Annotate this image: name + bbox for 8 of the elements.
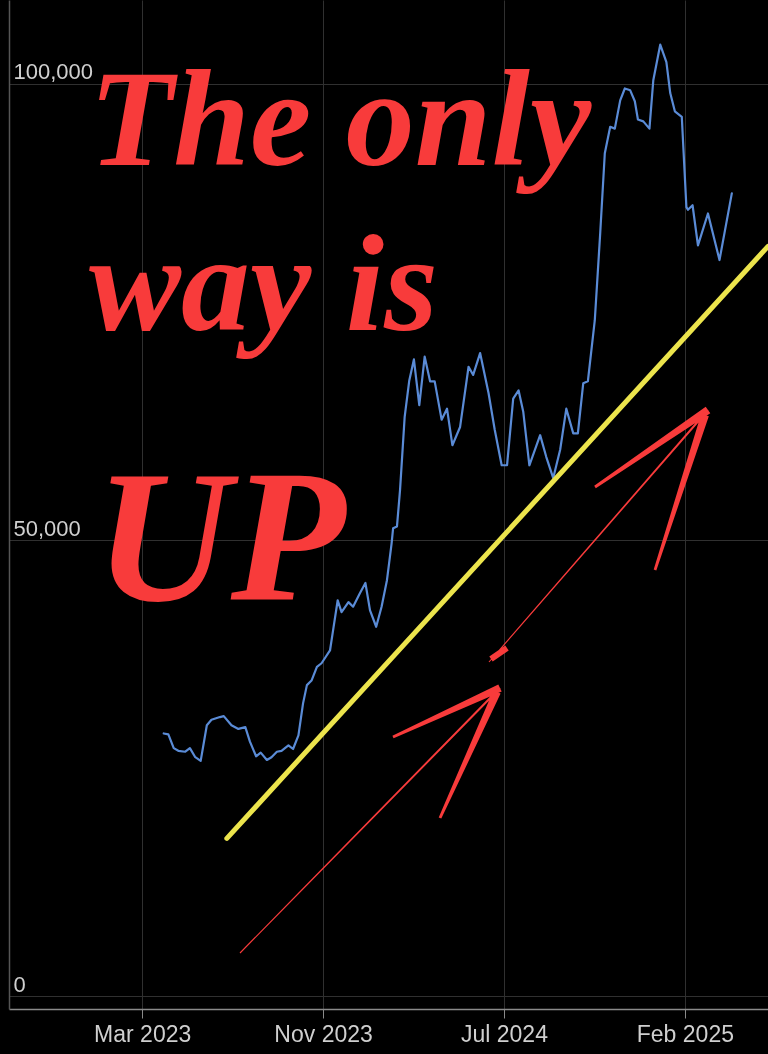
x-tick-label: Mar 2023 (94, 1020, 192, 1047)
x-tick-label: Jul 2024 (460, 1020, 549, 1047)
x-tick-label: Feb 2025 (636, 1020, 734, 1047)
annotation: UP (95, 432, 348, 641)
y-tick-label: 0 (13, 971, 26, 997)
annotation: way is (89, 207, 438, 360)
x-tick-label: Nov 2023 (274, 1020, 373, 1047)
y-tick-label: 50,000 (13, 515, 81, 541)
